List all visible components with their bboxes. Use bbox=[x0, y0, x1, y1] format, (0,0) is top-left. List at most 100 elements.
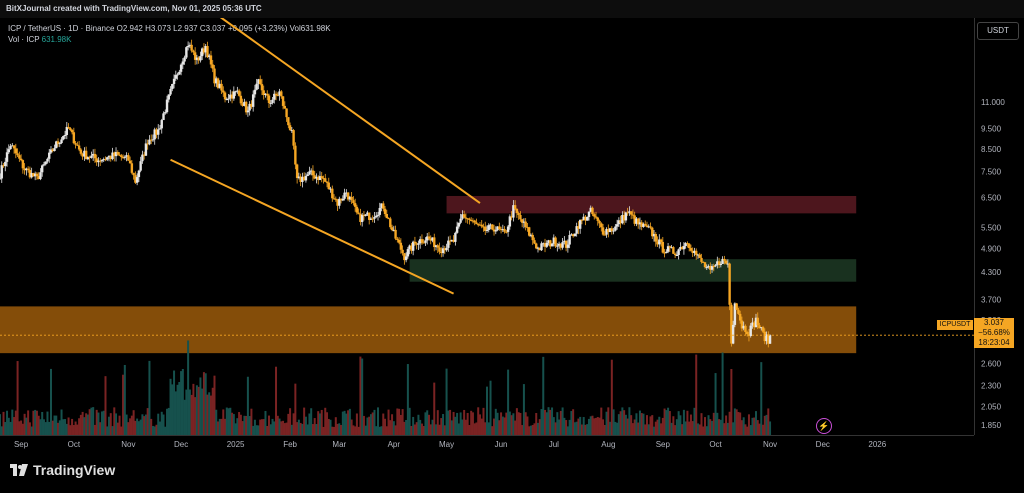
volume-bar bbox=[756, 420, 759, 435]
volume-bar bbox=[769, 421, 772, 435]
candle bbox=[350, 196, 353, 201]
candle bbox=[251, 94, 255, 107]
volume-bar bbox=[123, 364, 126, 435]
volume-info[interactable]: Vol · ICP 631.98K bbox=[8, 35, 71, 44]
volume-bar bbox=[113, 407, 116, 435]
candle bbox=[689, 248, 693, 251]
demand-zone bbox=[0, 306, 857, 354]
volume-bar bbox=[368, 416, 371, 435]
candle bbox=[426, 236, 429, 241]
volume-bar bbox=[315, 424, 318, 435]
volume-bar bbox=[352, 425, 355, 435]
candle bbox=[46, 158, 49, 162]
candle bbox=[714, 265, 717, 267]
candle bbox=[188, 44, 192, 46]
volume-bar bbox=[682, 409, 685, 435]
candle bbox=[740, 320, 744, 329]
volume-bar bbox=[243, 415, 246, 435]
time-axis[interactable]: Sep Oct Nov Dec 2025 Feb Mar Apr May Jun Jul Aug Sep… bbox=[0, 435, 974, 452]
volume-bar bbox=[714, 373, 717, 435]
currency-button[interactable]: USDT bbox=[977, 22, 1019, 40]
candle bbox=[512, 205, 515, 218]
volume-bar bbox=[125, 414, 128, 435]
candle bbox=[320, 176, 323, 179]
candle bbox=[753, 322, 756, 328]
candle bbox=[418, 239, 422, 244]
volume-bar bbox=[299, 422, 302, 435]
volume-bar bbox=[719, 419, 722, 435]
candle bbox=[661, 241, 665, 253]
volume-bar bbox=[72, 425, 75, 435]
alert-lightning-icon[interactable]: ⚡ bbox=[816, 418, 832, 434]
candle bbox=[142, 154, 146, 156]
volume-bar bbox=[712, 412, 715, 435]
candle bbox=[545, 242, 548, 247]
candle bbox=[130, 163, 134, 173]
volume-bar bbox=[443, 425, 446, 435]
candle bbox=[164, 112, 167, 114]
volume-bar bbox=[427, 414, 430, 435]
candle bbox=[276, 95, 279, 97]
candle bbox=[542, 243, 545, 245]
price-tick-label: 5.500 bbox=[981, 224, 1002, 233]
candle bbox=[185, 47, 188, 58]
time-tick-label: Dec bbox=[816, 440, 830, 449]
volume-bar bbox=[580, 424, 583, 435]
volume-bar bbox=[255, 425, 258, 435]
volume-bar bbox=[602, 419, 605, 435]
volume-bar bbox=[507, 369, 510, 435]
volume-bar bbox=[153, 426, 156, 435]
candle bbox=[538, 247, 541, 251]
candle bbox=[575, 226, 578, 234]
volume-bar bbox=[391, 414, 394, 435]
candle bbox=[684, 243, 687, 247]
candle bbox=[615, 224, 619, 227]
candle bbox=[155, 129, 158, 135]
volume-bar bbox=[350, 419, 353, 435]
time-tick-label: Feb bbox=[283, 440, 297, 449]
candle bbox=[540, 243, 543, 251]
volume-bar bbox=[631, 423, 634, 435]
candle bbox=[338, 198, 341, 206]
candle bbox=[570, 234, 573, 236]
candle bbox=[35, 173, 39, 177]
volume-bar bbox=[668, 411, 671, 435]
volume-bar bbox=[572, 409, 575, 435]
candle bbox=[95, 158, 98, 163]
symbol-info[interactable]: ICP / TetherUS · 1D · Binance O2.942 H3.… bbox=[8, 24, 331, 33]
volume-bar bbox=[100, 411, 103, 435]
volume-bar bbox=[688, 421, 691, 435]
volume-bar bbox=[37, 415, 40, 435]
candle bbox=[383, 208, 387, 215]
candle bbox=[687, 243, 691, 249]
candle bbox=[280, 91, 283, 97]
volume-bar bbox=[556, 412, 559, 435]
candle bbox=[712, 266, 715, 268]
time-tick-label: May bbox=[439, 440, 454, 449]
volume-bar bbox=[287, 413, 290, 435]
candle bbox=[58, 143, 61, 145]
candle bbox=[503, 229, 506, 232]
candle bbox=[176, 74, 179, 76]
tradingview-logo[interactable]: TradingView bbox=[10, 462, 115, 478]
candle bbox=[148, 139, 151, 145]
volume-bar bbox=[245, 415, 248, 435]
price-axis[interactable]: 11.000 9.500 8.500 7.500 6.500 5.500 4.900 4.30… bbox=[974, 18, 1024, 435]
candle bbox=[765, 334, 768, 342]
candle bbox=[529, 234, 533, 236]
volume-bar bbox=[60, 409, 63, 435]
price-plot[interactable] bbox=[0, 18, 974, 435]
volume-bar bbox=[150, 418, 153, 435]
volume-bar bbox=[457, 423, 460, 435]
candle bbox=[99, 160, 102, 162]
volume-bar bbox=[420, 423, 423, 435]
volume-bar bbox=[384, 418, 387, 435]
volume-bar bbox=[387, 409, 390, 435]
volume-bar bbox=[482, 407, 485, 435]
volume-bar bbox=[354, 426, 357, 435]
volume-bar bbox=[51, 420, 54, 435]
candle bbox=[380, 203, 383, 208]
candle bbox=[427, 236, 431, 239]
candle bbox=[301, 176, 304, 182]
volume-bar bbox=[635, 413, 638, 435]
